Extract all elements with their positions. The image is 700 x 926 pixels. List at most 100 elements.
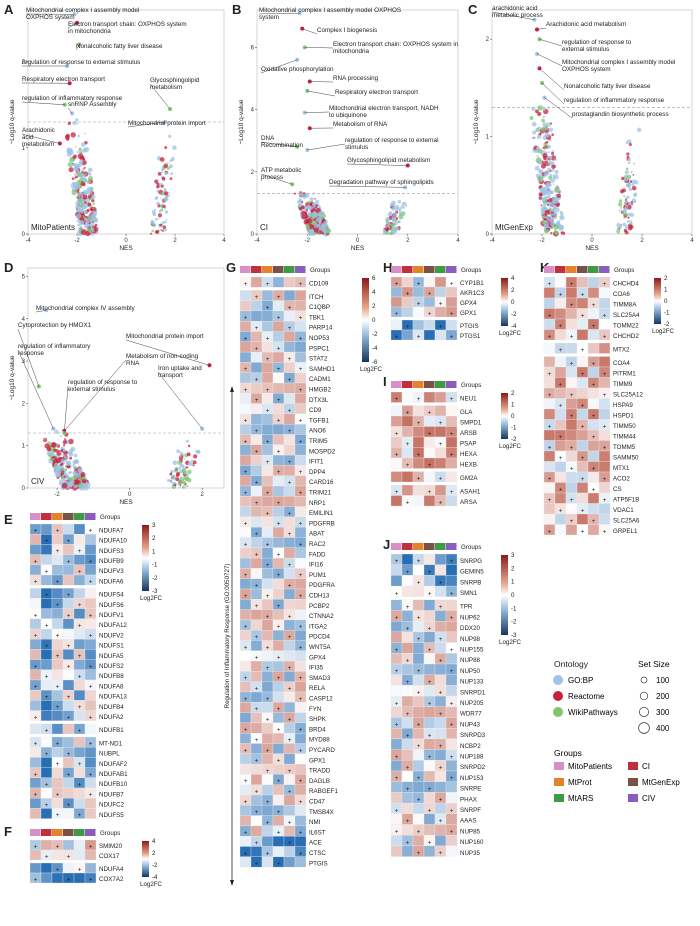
pathway-point xyxy=(166,479,171,483)
significance-mark: + xyxy=(56,844,60,851)
group-color-chip xyxy=(41,829,52,836)
pathway-point xyxy=(391,217,397,223)
x-tick-label: 4 xyxy=(690,238,694,244)
x-tick-label: -4 xyxy=(489,238,495,244)
heatmap-cell xyxy=(84,872,97,884)
pathway-point xyxy=(73,484,78,489)
significance-mark: + xyxy=(548,371,552,378)
significance-mark: + xyxy=(299,335,303,342)
heatmap-cell xyxy=(554,387,567,399)
annotation-leader xyxy=(536,27,547,30)
heatmap-cell xyxy=(294,341,307,353)
pathway-point xyxy=(72,474,78,480)
heatmap-cell xyxy=(29,757,42,768)
x-axis-label: NES xyxy=(351,245,365,252)
gene-label: NDUFA13 xyxy=(99,694,127,701)
heatmap-cell xyxy=(390,845,403,857)
x-axis-label: NES xyxy=(119,499,133,506)
significance-mark: + xyxy=(277,294,281,301)
pathway-point xyxy=(78,198,83,203)
significance-mark: + xyxy=(559,292,563,299)
pathway-point xyxy=(43,438,46,441)
significance-mark: + xyxy=(299,727,303,734)
significance-mark: + xyxy=(255,840,259,847)
pathway-point xyxy=(555,185,559,188)
heatmap-cell xyxy=(434,674,447,686)
pathway-point xyxy=(533,136,536,140)
pathway-point xyxy=(309,229,315,235)
heatmap-cell xyxy=(412,695,425,707)
heatmap-cell xyxy=(272,351,285,363)
highlighted-point xyxy=(302,45,307,50)
color-scale-bar xyxy=(362,278,369,362)
significance-mark: + xyxy=(299,624,303,631)
heatmap-cell xyxy=(401,447,414,459)
significance-mark: + xyxy=(67,694,71,701)
significance-mark: + xyxy=(559,487,563,494)
heatmap-cell xyxy=(598,398,611,410)
significance-mark: + xyxy=(67,771,71,778)
heatmap-cell xyxy=(250,276,263,288)
pathway-point xyxy=(547,144,551,149)
heatmap-cell xyxy=(294,712,307,724)
significance-mark: + xyxy=(570,334,574,341)
setsize-title: Set Size xyxy=(638,659,670,669)
annotation-leader xyxy=(125,339,210,366)
heatmap-svg: Groups+ + + CYP1B1+ + AKR1C3+ + GPX4+ + + GPX1+ + PT… xyxy=(390,266,522,341)
pathway-point xyxy=(86,189,93,195)
pathway-point xyxy=(627,184,631,189)
significance-mark: + xyxy=(592,323,596,330)
significance-mark: + xyxy=(439,476,443,483)
gene-label: NUP160 xyxy=(460,839,484,846)
annotation-label: Mitochondrial complex IV assembly xyxy=(36,305,136,312)
pathway-point xyxy=(77,134,80,138)
significance-mark: + xyxy=(570,445,574,452)
significance-mark: + xyxy=(439,797,443,804)
significance-mark: + xyxy=(288,377,292,384)
scale-tick-label: 4 xyxy=(511,275,515,282)
significance-mark: + xyxy=(34,714,38,721)
y-axis-label: −Log10 q-value xyxy=(9,355,16,400)
heatmap-cell xyxy=(261,547,274,559)
pathway-point xyxy=(629,222,631,225)
heatmap-cell xyxy=(390,706,403,718)
heatmap-cell xyxy=(250,609,263,621)
heatmap-cell xyxy=(598,429,611,441)
gene-label: CD47 xyxy=(309,799,325,806)
significance-mark: + xyxy=(439,301,443,308)
heatmap-cell xyxy=(565,377,578,389)
heatmap-cell xyxy=(73,787,86,799)
heatmap-cell xyxy=(283,702,296,713)
heatmap-cell xyxy=(272,424,285,435)
heatmap-cell xyxy=(598,377,611,389)
gene-label: SNRPB xyxy=(460,579,481,586)
annotation-label: Oxidative phosphorylation xyxy=(261,66,334,73)
pathway-point xyxy=(553,230,560,236)
heatmap-cell xyxy=(576,297,589,309)
significance-mark: + xyxy=(417,722,421,729)
heatmap-cell xyxy=(261,321,274,332)
gene-label: NDUFS5 xyxy=(99,812,124,819)
pathway-point xyxy=(83,484,88,489)
significance-mark: + xyxy=(395,754,399,761)
heatmap-cell xyxy=(294,557,307,569)
heatmap-cell xyxy=(401,685,414,697)
heatmap-cell xyxy=(29,808,42,819)
pathway-point xyxy=(179,478,185,484)
heatmap-cell xyxy=(239,372,252,384)
pathway-point xyxy=(536,134,542,140)
significance-mark: + xyxy=(56,653,60,660)
pathway-point xyxy=(72,162,76,167)
pathway-point xyxy=(44,443,50,449)
pathway-point xyxy=(542,146,546,150)
heatmap-cell xyxy=(401,575,414,587)
heatmap-cell xyxy=(40,598,53,609)
significance-mark: + xyxy=(417,668,421,675)
pathway-point xyxy=(552,183,555,186)
significance-mark: + xyxy=(428,679,432,686)
pathway-point xyxy=(177,481,182,485)
gene-label: ASAH1 xyxy=(460,489,481,496)
heatmap-cell xyxy=(445,621,458,633)
pathway-point xyxy=(551,164,556,169)
